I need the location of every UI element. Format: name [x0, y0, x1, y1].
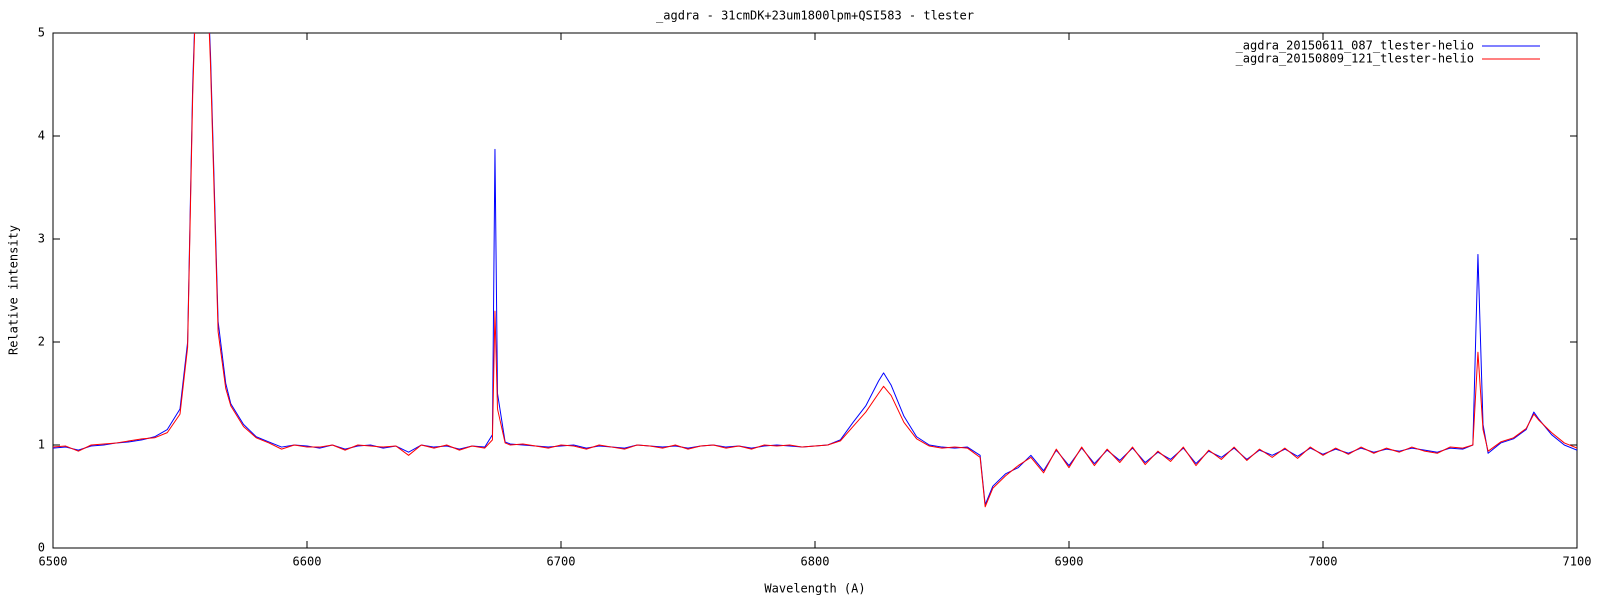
y-axis-label: Relative intensity	[7, 225, 21, 355]
chart-title: _agdra - 31cmDK+23um1800lpm+QSI583 - tle…	[656, 9, 974, 23]
y-tick-label: 1	[38, 438, 45, 452]
y-tick-label: 3	[38, 232, 45, 246]
y-tick-label: 2	[38, 335, 45, 349]
x-tick-label: 6600	[293, 555, 322, 569]
legend-label: _agdra_20150809_121_tlester-helio	[1236, 52, 1474, 66]
y-tick-label: 5	[38, 26, 45, 40]
x-tick-label: 6800	[801, 555, 830, 569]
data-line	[53, 33, 1577, 508]
plot-area	[53, 33, 1577, 508]
x-tick-label: 6700	[547, 555, 576, 569]
x-tick-label: 6500	[39, 555, 68, 569]
x-axis-label: Wavelength (A)	[764, 582, 865, 596]
y-tick-label: 0	[38, 541, 45, 555]
y-tick-label: 4	[38, 129, 45, 143]
legend-label: _agdra_20150611_087_tlester-helio	[1236, 39, 1474, 53]
x-tick-label: 7000	[1309, 555, 1338, 569]
x-tick-label: 6900	[1055, 555, 1084, 569]
x-tick-label: 7100	[1563, 555, 1592, 569]
